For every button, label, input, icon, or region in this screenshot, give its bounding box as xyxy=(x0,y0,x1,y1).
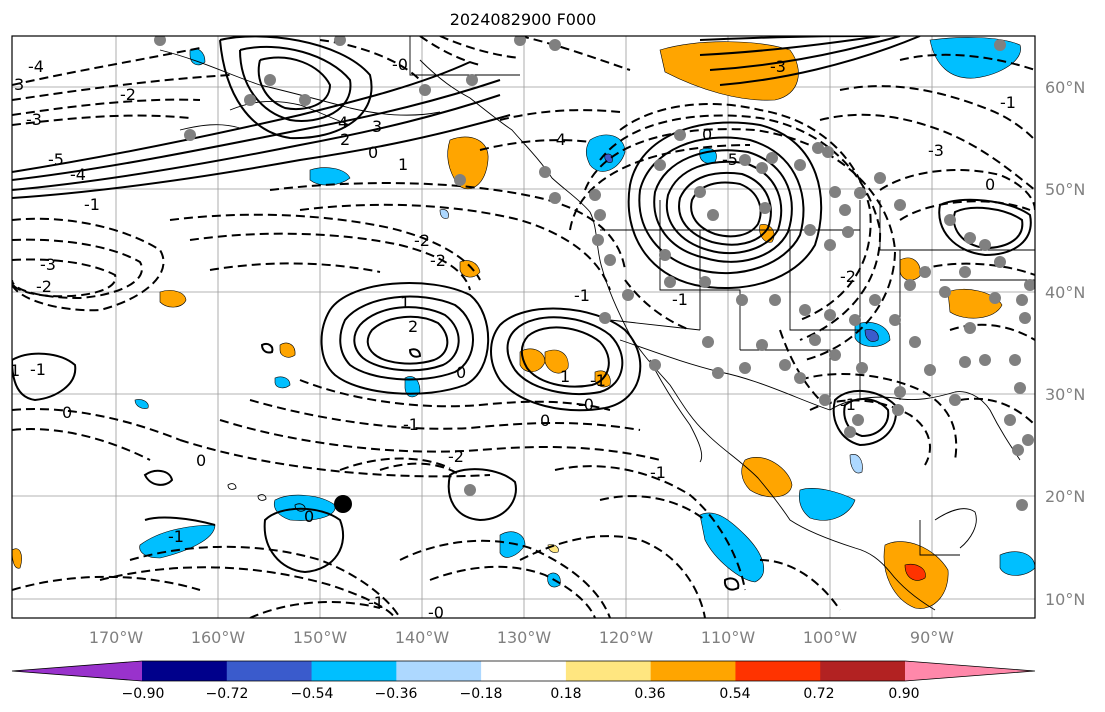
lat-label: 30°N xyxy=(1045,385,1085,404)
contour-label: -5 xyxy=(722,150,738,169)
latitude-labels: 60°N 50°N 40°N 30°N 20°N 10°N xyxy=(1045,78,1085,609)
colorbar-segment xyxy=(396,661,482,681)
map-title: 2024082900 F000 xyxy=(449,10,597,29)
colorbar-extend-high xyxy=(905,661,1035,681)
contour-label: -2 xyxy=(448,447,464,466)
contour-label: -2 xyxy=(120,85,136,104)
colorbar-segment xyxy=(820,661,906,681)
colorbar-tick-label: −0.54 xyxy=(291,686,334,702)
contour-label: -1 xyxy=(574,286,590,305)
map-frame xyxy=(11,35,1036,619)
contour-label: -1 xyxy=(168,527,184,546)
contour-label: 0 xyxy=(985,175,995,194)
longitude-labels: 170°W 160°W 150°W 140°W 130°W 120°W 110°… xyxy=(89,628,954,647)
lon-label: 130°W xyxy=(497,628,552,647)
lon-label: 160°W xyxy=(191,628,246,647)
contour-label: 0 xyxy=(196,451,206,470)
dashed-contours xyxy=(12,36,1035,618)
colorbar-outline xyxy=(11,660,1036,682)
contour-label: -3 xyxy=(26,110,42,129)
contour-label: 0 xyxy=(540,411,550,430)
lon-label: 110°W xyxy=(701,628,756,647)
lon-label: 90°W xyxy=(910,628,954,647)
colorbar-tick-label: 0.90 xyxy=(888,686,919,702)
contour-label: -1 xyxy=(30,360,46,379)
contour-label: 4 xyxy=(338,113,348,132)
lon-label: 150°W xyxy=(293,628,348,647)
lat-label: 20°N xyxy=(1045,487,1085,506)
contour-label: 1 xyxy=(398,155,408,174)
colorbar-segment xyxy=(481,661,567,681)
contour-label: -2 xyxy=(414,231,430,250)
colorbar-segment xyxy=(735,661,821,681)
contour-label: -1 xyxy=(590,371,606,390)
contour-label: 2 xyxy=(408,317,418,336)
colorbar-tick-label: 0.54 xyxy=(719,686,750,702)
contour-label: -0 xyxy=(428,603,444,622)
lon-label: 100°W xyxy=(803,628,858,647)
colorbar-segment xyxy=(226,661,313,681)
colorbar-segment xyxy=(142,661,228,681)
contour-label: -4 xyxy=(550,130,566,149)
colorbar-segment xyxy=(650,661,736,681)
storm-marker xyxy=(334,495,352,513)
colorbar-extend-low xyxy=(12,661,142,681)
contour-label: -2 xyxy=(840,267,856,286)
contour-labels: -4 3 -2 -3 -5 -4 -1 -3 -2 -1 -1 -0 4 2 3… xyxy=(10,55,1016,622)
colorbar-tick-label: −0.72 xyxy=(206,686,249,702)
colorbar-tick-label: −0.18 xyxy=(460,686,503,702)
contour-label: 1 xyxy=(560,367,570,386)
contour-label: 0 xyxy=(304,507,314,526)
colorbar-segment xyxy=(565,661,652,681)
lon-label: 170°W xyxy=(89,628,144,647)
contour-label: 3 xyxy=(372,117,382,136)
contour-label: -0 xyxy=(392,55,408,74)
contour-label: -1 xyxy=(840,395,856,414)
contour-label: -4 xyxy=(28,57,44,76)
contour-label: 0 xyxy=(702,125,712,144)
solid-contours xyxy=(12,36,1032,591)
contour-label: 0 xyxy=(368,143,378,162)
contour-label: -2 xyxy=(36,277,52,296)
lat-label: 40°N xyxy=(1045,283,1085,302)
contour-label: 2 xyxy=(340,130,350,149)
contour-label: -5 xyxy=(48,150,64,169)
lon-label: 140°W xyxy=(395,628,450,647)
contour-label: 0 xyxy=(456,363,466,382)
colorbar-tick-labels: −0.90 −0.72 −0.54 −0.36 −0.18 0.18 0.36 … xyxy=(122,686,920,702)
contour-label: 1 xyxy=(10,361,20,380)
contour-label: -4 xyxy=(70,165,86,184)
contour-label: -1 xyxy=(84,195,100,214)
contour-label: -2 xyxy=(430,251,446,270)
lat-label: 60°N xyxy=(1045,78,1085,97)
contour-label: -3 xyxy=(928,141,944,160)
lon-label: 120°W xyxy=(599,628,654,647)
colorbar-segment xyxy=(311,661,397,681)
contour-label: -1 xyxy=(368,593,384,612)
colorbar-tick-label: 0.18 xyxy=(550,686,581,702)
lat-label: 50°N xyxy=(1045,180,1085,199)
contour-label: -3 xyxy=(40,255,56,274)
contour-label: 3 xyxy=(14,75,24,94)
colorbar-tick-label: 0.72 xyxy=(803,686,834,702)
contour-label: 1 xyxy=(400,293,410,312)
contour-label: -1 xyxy=(1000,93,1016,112)
contour-label: -1 xyxy=(403,415,419,434)
lat-label: 10°N xyxy=(1045,590,1085,609)
contour-label: -1 xyxy=(650,463,666,482)
colorbar-tick-label: −0.90 xyxy=(122,686,165,702)
contour-label: -0 xyxy=(578,395,594,414)
contour-label: -3 xyxy=(770,57,786,76)
colorbar-tick-label: −0.36 xyxy=(375,686,418,702)
colorbar-tick-label: 0.36 xyxy=(634,686,665,702)
observation-dots xyxy=(154,36,1035,511)
colorbar xyxy=(11,660,1036,682)
contour-label: -1 xyxy=(672,290,688,309)
contour-label: 0 xyxy=(62,403,72,422)
